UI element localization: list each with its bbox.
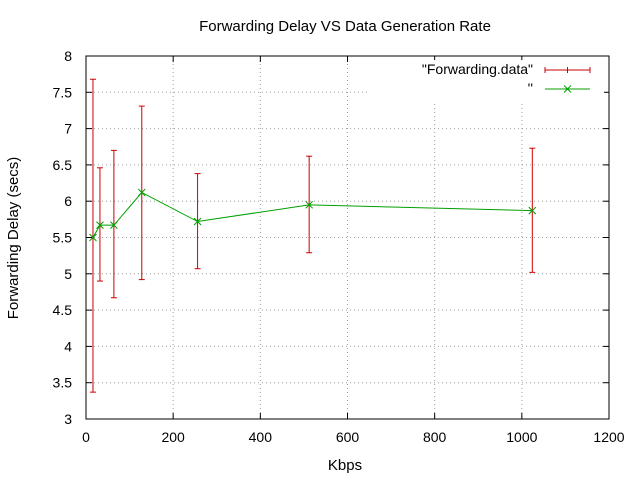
data-point-stroke bbox=[96, 221, 104, 230]
data-point bbox=[89, 233, 97, 242]
ticks: 0 200 400 600 800 1000 1200 3 3.5 4 4.5 5 5.5 6 6.5 7 7.… bbox=[53, 48, 625, 445]
data-point bbox=[528, 206, 537, 215]
y-tick-label: 7 bbox=[64, 121, 72, 137]
y-tick-label: 4.5 bbox=[53, 302, 73, 318]
y-tick-label: 8 bbox=[64, 48, 72, 64]
data-point-stroke bbox=[89, 233, 97, 242]
legend: "Forwarding.data" '' bbox=[368, 60, 604, 102]
y-tick-label: 5 bbox=[64, 266, 72, 282]
y-axis-label: Forwarding Delay (secs) bbox=[5, 157, 22, 320]
y-tick-label: 7.5 bbox=[53, 84, 73, 100]
legend-label-1: '' bbox=[528, 80, 533, 96]
x-tick-label: 1200 bbox=[593, 429, 624, 445]
data-point-stroke bbox=[193, 217, 202, 226]
error-bar bbox=[96, 167, 103, 282]
legend-background bbox=[368, 60, 604, 102]
x-tick-label: 1000 bbox=[506, 429, 537, 445]
data-point bbox=[305, 200, 314, 209]
grid bbox=[86, 56, 609, 419]
data-point bbox=[110, 221, 118, 230]
x-tick-label: 800 bbox=[423, 429, 447, 445]
x-tick-label: 0 bbox=[82, 429, 90, 445]
data-point bbox=[137, 188, 146, 197]
chart-title: Forwarding Delay VS Data Generation Rate bbox=[199, 18, 491, 35]
data-point-stroke bbox=[137, 188, 146, 197]
data-point-stroke bbox=[305, 200, 314, 209]
data-point-stroke bbox=[528, 206, 537, 215]
series-layer bbox=[89, 78, 537, 393]
y-tick-label: 5.5 bbox=[53, 230, 73, 246]
legend-sample-point bbox=[563, 85, 572, 93]
data-point bbox=[96, 221, 104, 230]
x-axis-label: Kbps bbox=[328, 457, 362, 474]
error-bar bbox=[110, 149, 117, 299]
y-tick-label: 3 bbox=[64, 411, 72, 427]
data-point-stroke bbox=[110, 221, 118, 230]
x-tick-label: 200 bbox=[161, 429, 185, 445]
series-line bbox=[92, 191, 533, 238]
legend-label-0: "Forwarding.data" bbox=[422, 61, 533, 77]
data-point bbox=[193, 217, 202, 226]
y-tick-label: 4 bbox=[64, 338, 72, 354]
y-tick-label: 6.5 bbox=[53, 157, 73, 173]
y-tick-label: 3.5 bbox=[53, 375, 73, 391]
x-tick-label: 400 bbox=[249, 429, 273, 445]
y-tick-label: 6 bbox=[64, 193, 72, 209]
error-bar bbox=[89, 78, 96, 393]
x-tick-label: 600 bbox=[336, 429, 360, 445]
